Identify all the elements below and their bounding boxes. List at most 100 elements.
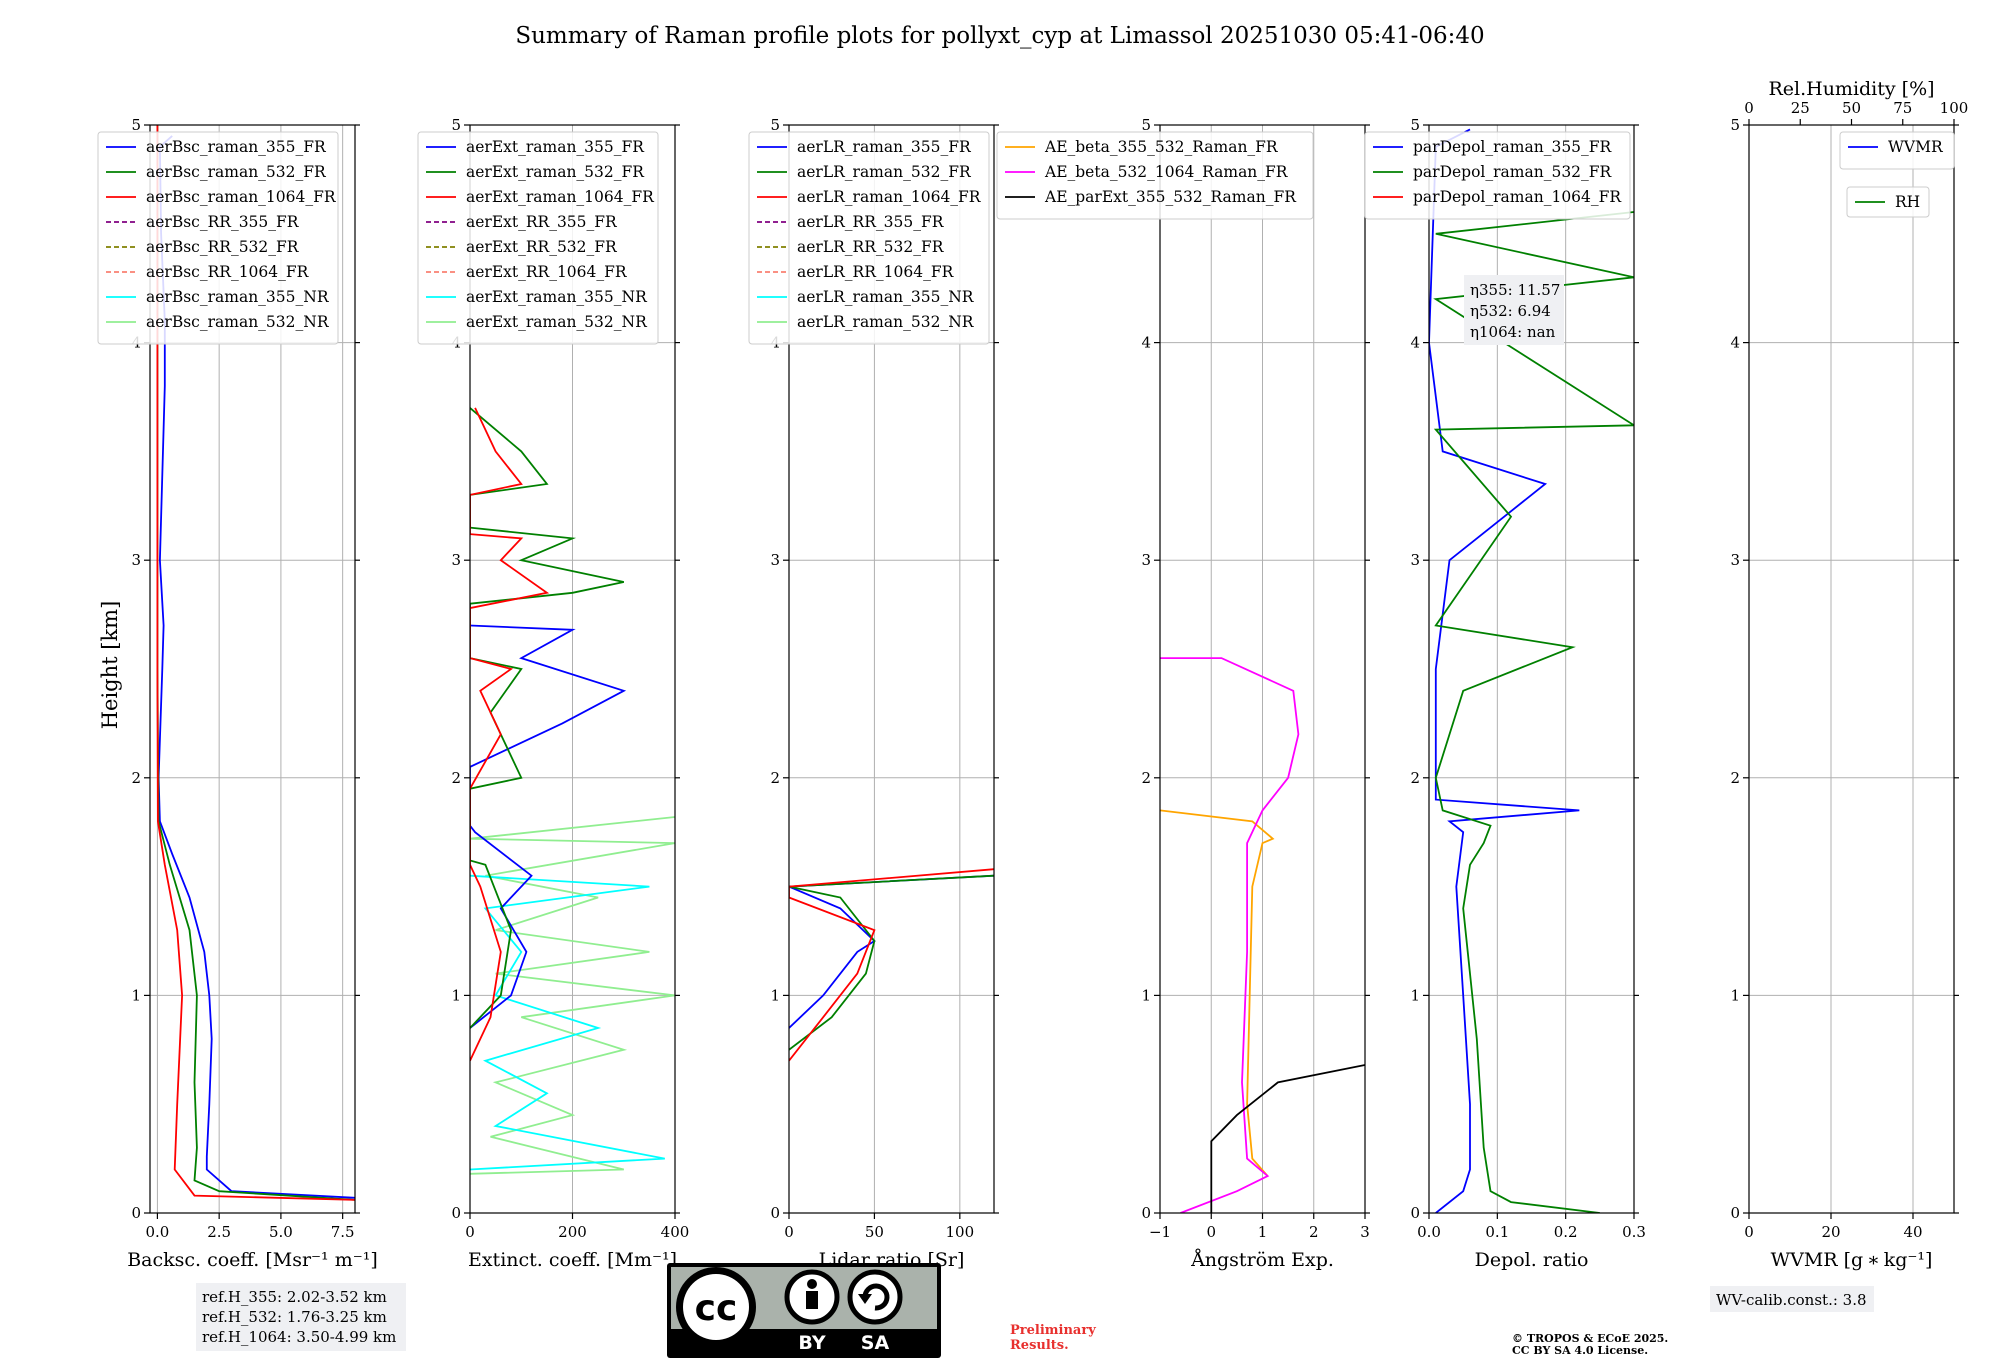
eta-box-line: η355: 11.57 [1470, 281, 1560, 299]
legend-entry: aerLR_raman_355_NR [797, 288, 975, 306]
legend-entry: aerLR_RR_1064_FR [797, 263, 955, 281]
legend-water_vapor: WVMR RH [1839, 131, 1955, 218]
legend-background [748, 131, 990, 345]
legend-entry: parDepol_raman_532_FR [1413, 163, 1613, 181]
eta-box-line: η1064: nan [1470, 323, 1556, 341]
x-tick-label: 5.0 [269, 1223, 293, 1241]
preliminary-line-1: Preliminary [1010, 1323, 1096, 1338]
legend-entry: AE_beta_355_532_Raman_FR [1044, 138, 1279, 156]
top-x-tick-label: 50 [1842, 99, 1861, 117]
ref-heights-background [196, 1283, 406, 1351]
series-group [1160, 657, 1365, 1213]
legend-entry: aerExt_RR_532_FR [466, 238, 618, 256]
ref-height-1064: ref.H_1064: 3.50-4.99 km [202, 1328, 396, 1346]
top-x-tick-label: 0 [1744, 99, 1754, 117]
x-tick-label: 0.1 [1485, 1223, 1509, 1241]
legend-entry: aerExt_raman_355_NR [466, 288, 648, 306]
x-tick-label: 50 [865, 1223, 884, 1241]
y-tick-label: 2 [1410, 769, 1420, 787]
copyright-line-1: © TROPOS & ECoE 2025. [1512, 1332, 1668, 1345]
y-tick-label: 0 [1730, 1204, 1740, 1222]
y-tick-label: 4 [1410, 334, 1420, 352]
y-tick-label: 0 [131, 1204, 141, 1222]
series-line-aerLR_raman_532_FR [789, 874, 994, 1051]
x-tick-label: 7.5 [331, 1223, 355, 1241]
y-tick-label: 5 [1730, 116, 1740, 134]
series-line-aerLR_raman_355_FR [789, 874, 994, 1029]
attribution-icon-head [807, 1279, 817, 1289]
legend-background [97, 131, 339, 345]
legend-entry: aerExt_RR_1064_FR [466, 263, 628, 281]
x-tick-label: 100 [946, 1223, 975, 1241]
legend-background [1364, 131, 1631, 220]
y-tick-label: 0 [451, 1204, 461, 1222]
series-line-aerExt_raman_355_FR [470, 624, 627, 1029]
y-tick-label: 2 [770, 769, 780, 787]
y-tick-label: 1 [131, 986, 141, 1004]
x-tick-label: 0.0 [145, 1223, 169, 1241]
cc-logo-text: cc [695, 1288, 738, 1329]
series-line-AE_beta_532_1064_Raman_FR [1160, 657, 1300, 1213]
panel-extinction: 0200400012345Extinct. coeff. [Mm⁻¹]aerEx… [417, 116, 689, 1271]
wv-calib-background [1710, 1286, 1874, 1312]
series-line-parDepol_raman_355_FR [1429, 128, 1580, 1213]
series-line-AE_beta_355_532_Raman_FR [1160, 809, 1275, 1177]
x-axis-label: Extinct. coeff. [Mm⁻¹] [468, 1249, 677, 1271]
ref-heights-box: ref.H_355: 2.02-3.52 km ref.H_532: 1.76-… [196, 1283, 406, 1351]
top-x-tick-label: 75 [1893, 99, 1912, 117]
legend-entry: aerExt_RR_355_FR [466, 213, 618, 231]
series-line-aerExt_raman_1064_FR [470, 407, 550, 1062]
legend-entry: aerExt_raman_1064_FR [466, 188, 655, 206]
legend-background [1839, 131, 1955, 170]
axes-frame [149, 124, 356, 1214]
panel-water_vapor: 0 20 40 0 1 2 3 4 5 WVMR [g ∗ kg⁻¹] 0 25 50 75 100 Rel.… [1730, 78, 1968, 1271]
y-tick-label: 2 [451, 769, 461, 787]
axes-frame [1428, 124, 1635, 1214]
legend-backscatter: aerBsc_raman_355_FR aerBsc_raman_532_FRae… [97, 131, 339, 345]
preliminary-results-note: Preliminary Results. [1010, 1323, 1100, 1353]
axes-frame [788, 124, 995, 1214]
y-tick-label: 1 [451, 986, 461, 1004]
y-tick-label: 5 [451, 116, 461, 134]
series-line-AE_parExt_355_532_Raman_FR [1210, 1064, 1365, 1213]
x-tick-label: 0 [1744, 1223, 1754, 1241]
series-line-aerExt_raman_532_NR [470, 816, 675, 1175]
legend-background [417, 131, 659, 345]
y-tick-label: 3 [1410, 551, 1420, 569]
figure-title: Summary of Raman profile plots for polly… [515, 23, 1484, 49]
legend-entry: AE_parExt_355_532_Raman_FR [1044, 188, 1297, 206]
y-tick-label: 5 [131, 116, 141, 134]
sa-label: SA [861, 1332, 890, 1354]
preliminary-line-2: Results. [1010, 1338, 1069, 1353]
x-tick-label: 0 [1206, 1223, 1216, 1241]
y-tick-label: 1 [1410, 986, 1420, 1004]
y-tick-label: 4 [1141, 334, 1151, 352]
series-line-aerLR_raman_1064_FR [789, 868, 994, 1062]
legend-entry: aerBsc_raman_532_FR [146, 163, 327, 181]
x-axis-label: Depol. ratio [1475, 1249, 1589, 1271]
legend-entry: AE_beta_532_1064_Raman_FR [1044, 163, 1289, 181]
x-axis-label: WVMR [g ∗ kg⁻¹] [1771, 1249, 1933, 1271]
legend-entry: aerLR_raman_532_FR [797, 163, 972, 181]
copyright-line-2: CC BY SA 4.0 License. [1512, 1344, 1648, 1357]
legend-entry: aerExt_raman_532_FR [466, 163, 645, 181]
x-tick-label: 2 [1309, 1223, 1319, 1241]
legend-entry: parDepol_raman_1064_FR [1413, 188, 1622, 206]
y-tick-label: 0 [1141, 1204, 1151, 1222]
legend-depolarization: parDepol_raman_355_FR parDepol_raman_532_… [1364, 131, 1631, 220]
cc-logo-inner [683, 1274, 749, 1340]
top-x-tick-label: 25 [1791, 99, 1810, 117]
legend-entry: aerBsc_raman_355_FR [146, 138, 327, 156]
legend-entry: aerBsc_raman_1064_FR [146, 188, 337, 206]
series-group [789, 868, 994, 1062]
legend-entry: aerBsc_RR_355_FR [146, 213, 300, 231]
x-tick-label: −1 [1149, 1223, 1171, 1241]
y-tick-label: 5 [1410, 116, 1420, 134]
x-axis-label: Backsc. coeff. [Msr⁻¹ m⁻¹] [127, 1249, 378, 1271]
y-tick-label: 2 [1141, 769, 1151, 787]
top-x-tick-label: 100 [1940, 99, 1969, 117]
legend-background [996, 131, 1314, 220]
legend-entry: aerExt_raman_532_NR [466, 313, 648, 331]
